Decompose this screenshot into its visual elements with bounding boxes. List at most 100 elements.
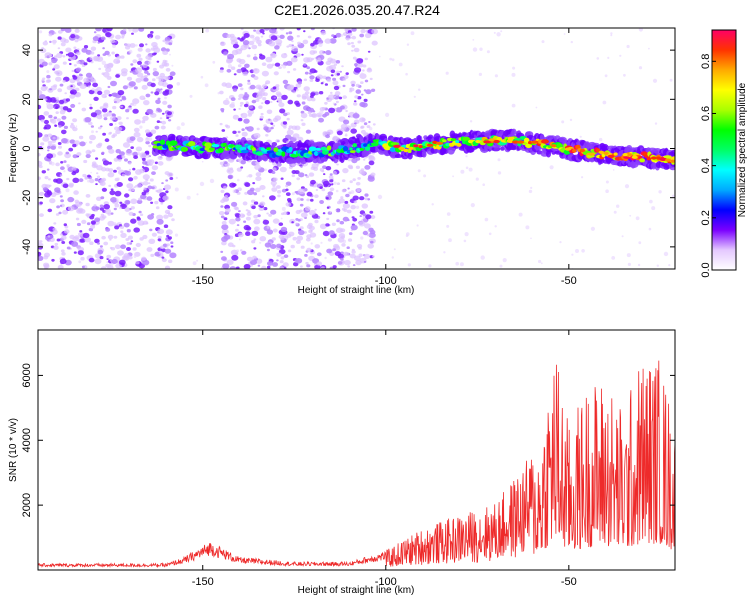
noise-speckle — [243, 103, 249, 108]
band-peak — [398, 146, 405, 151]
band-core — [222, 142, 227, 147]
noise-speckle — [170, 241, 174, 244]
noise-speckle — [128, 162, 132, 166]
noise-speckle — [129, 70, 133, 73]
noise-speckle — [55, 106, 59, 109]
noise-speckle — [241, 128, 245, 132]
noise-speckle — [285, 192, 291, 197]
noise-speckle — [259, 241, 262, 244]
noise-speckle — [306, 264, 311, 268]
noise-speckle — [38, 160, 43, 167]
noise-speckle — [60, 28, 66, 32]
noise-speckle — [48, 62, 53, 66]
noise-speckle — [48, 53, 53, 58]
noise-speckle — [61, 252, 66, 256]
noise-speckle — [296, 94, 301, 98]
snr-panel: -150 -100 -50 2000 4000 6000 Height of strai… — [8, 329, 676, 596]
noise-speckle — [71, 166, 77, 171]
noise-speckle — [363, 253, 371, 259]
noise-speckle — [40, 119, 45, 123]
noise-speckle — [219, 122, 223, 126]
noise-speckle — [330, 69, 336, 74]
noise-speckle — [316, 74, 324, 80]
noise-speckle — [319, 223, 327, 230]
noise-speckle — [343, 119, 350, 125]
noise-speckle — [366, 230, 370, 233]
noise-speckle — [448, 238, 452, 243]
noise-speckle — [97, 41, 100, 44]
noise-speckle — [106, 145, 113, 150]
noise-speckle — [325, 223, 330, 227]
noise-speckle — [56, 189, 61, 193]
noise-speckle — [142, 234, 148, 240]
noise-speckle — [363, 122, 368, 126]
noise-speckle — [110, 188, 114, 191]
noise-speckle — [341, 179, 346, 183]
colorbar-tick-label: 0.6 — [700, 106, 712, 121]
noise-speckle — [132, 247, 137, 251]
noise-speckle — [139, 43, 144, 48]
noise-speckle — [310, 92, 316, 97]
noise-speckle — [291, 192, 295, 196]
noise-speckle — [341, 65, 344, 68]
noise-speckle — [165, 67, 171, 72]
noise-speckle — [110, 212, 114, 215]
noise-speckle — [455, 261, 460, 266]
noise-speckle — [362, 213, 367, 217]
noise-speckle — [259, 201, 266, 207]
noise-speckle — [238, 107, 241, 110]
noise-speckle — [283, 125, 287, 129]
noise-speckle — [110, 39, 116, 44]
noise-speckle — [367, 243, 375, 249]
noise-speckle — [101, 72, 105, 75]
noise-speckle — [259, 185, 266, 190]
noise-speckle — [103, 204, 110, 210]
noise-speckle — [327, 238, 332, 242]
noise-speckle — [301, 93, 309, 99]
noise-speckle — [135, 67, 142, 73]
noise-speckle — [297, 41, 302, 45]
noise-speckle — [120, 230, 124, 233]
noise-speckle — [280, 236, 285, 241]
noise-speckle — [143, 77, 149, 82]
band-core — [670, 156, 675, 161]
noise-speckle — [87, 85, 91, 88]
noise-speckle — [311, 97, 316, 102]
noise-speckle — [166, 243, 170, 247]
noise-speckle — [247, 79, 251, 83]
noise-speckle — [315, 189, 319, 191]
noise-speckle — [658, 190, 662, 194]
noise-speckle — [93, 204, 97, 207]
noise-speckle — [99, 181, 106, 187]
noise-speckle — [325, 60, 332, 66]
noise-speckle — [252, 38, 257, 42]
noise-speckle — [260, 35, 264, 38]
noise-speckle — [315, 78, 320, 82]
noise-speckle — [53, 58, 58, 62]
noise-speckle — [63, 223, 67, 227]
noise-speckle — [221, 228, 229, 235]
noise-speckle — [144, 129, 151, 134]
colorbar-tick-label: 0.8 — [700, 54, 712, 69]
noise-speckle — [159, 245, 165, 250]
noise-speckle — [106, 254, 112, 259]
noise-speckle — [303, 78, 308, 82]
noise-speckle — [379, 55, 381, 58]
noise-speckle — [234, 207, 239, 211]
band-core — [363, 143, 369, 148]
noise-speckle — [66, 177, 70, 181]
noise-speckle — [97, 54, 101, 57]
noise-speckle — [355, 89, 362, 94]
noise-speckle — [304, 253, 308, 257]
noise-speckle — [147, 72, 151, 76]
noise-speckle — [60, 199, 64, 203]
noise-speckle — [276, 162, 282, 167]
noise-speckle — [351, 248, 355, 252]
noise-speckle — [339, 198, 344, 203]
noise-speckle — [238, 117, 243, 122]
noise-speckle — [261, 70, 269, 77]
noise-speckle — [145, 93, 151, 98]
noise-speckle — [599, 137, 603, 142]
noise-speckle — [330, 74, 334, 77]
noise-speckle — [164, 184, 171, 190]
